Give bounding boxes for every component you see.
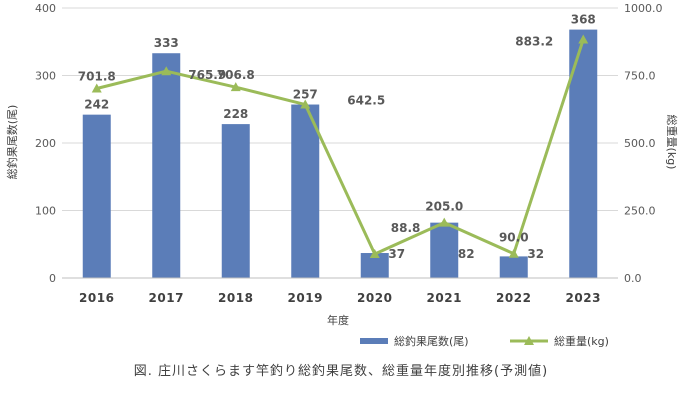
- bar: [152, 53, 181, 278]
- line-point: [578, 34, 589, 44]
- bar-data-label: 242: [84, 98, 109, 112]
- bar-data-label: 333: [154, 36, 179, 50]
- x-tick-label: 2022: [496, 291, 531, 305]
- line-data-label: 88.8: [391, 221, 421, 235]
- y-left-tick-label: 100: [35, 205, 56, 218]
- line-data-label: 90.0: [499, 231, 529, 245]
- line-data-label: 205.0: [425, 200, 463, 214]
- x-tick-label: 2020: [357, 291, 392, 305]
- y-axis-right-title: 総重量(kg): [665, 115, 679, 170]
- x-tick-label: 2019: [288, 291, 323, 305]
- line-point: [161, 66, 172, 76]
- x-tick-label: 2018: [218, 291, 253, 305]
- line-data-label: 701.8: [78, 70, 116, 84]
- line-series: [91, 34, 589, 259]
- x-tick-label: 2021: [427, 291, 462, 305]
- line-point: [300, 99, 311, 109]
- line-point: [91, 83, 102, 93]
- y-left-tick-label: 400: [35, 2, 56, 15]
- x-axis-title: 年度: [327, 313, 349, 327]
- y-left-tick-label: 0: [49, 272, 56, 285]
- line-data-label: 883.2: [515, 35, 553, 49]
- line-point: [230, 82, 241, 92]
- x-tick-label: 2023: [566, 291, 601, 305]
- legend-marker-line: [524, 336, 534, 345]
- bar: [82, 114, 111, 279]
- bar-data-label: 228: [223, 107, 248, 121]
- line-point: [439, 217, 450, 227]
- line-point: [369, 249, 380, 259]
- y-right-tick-label: 0.0: [624, 272, 642, 285]
- line-data-label: 706.8: [217, 68, 255, 82]
- axes: 0 100 200 300 400 0.0 250.0 500.0 750.0 1000.0 201…: [35, 2, 663, 305]
- legend-label-bar: 総釣果尾数(尾): [394, 334, 469, 348]
- bar-series: [82, 29, 598, 279]
- y-axis-left-title: 総釣果尾数(尾): [5, 105, 19, 180]
- bar: [430, 222, 459, 278]
- legend-label-line: 総重量(kg): [554, 334, 609, 348]
- bar-data-label: 32: [527, 247, 544, 261]
- line-data-label: 765.9: [188, 68, 226, 82]
- bar-data-label: 37: [388, 247, 405, 261]
- legend-swatch-bar: [360, 338, 388, 344]
- y-left-tick-label: 300: [35, 70, 56, 83]
- y-right-tick-label: 250.0: [624, 205, 656, 218]
- x-tick-label: 2017: [149, 291, 184, 305]
- figure-caption: 図. 庄川さくらます竿釣り総釣果尾数、総重量年度別推移(予測値): [133, 364, 549, 379]
- y-right-tick-label: 500.0: [624, 137, 656, 150]
- y-right-tick-label: 750.0: [624, 70, 656, 83]
- line-path: [96, 39, 585, 256]
- bar-data-label: 368: [571, 13, 596, 27]
- bar: [291, 104, 320, 279]
- y-right-tick-label: 1000.0: [624, 2, 663, 15]
- legend: 総釣果尾数(尾) 総重量(kg): [360, 334, 609, 348]
- bar: [499, 256, 528, 278]
- y-left-tick-label: 200: [35, 137, 56, 150]
- bar: [221, 124, 250, 278]
- line-point: [508, 248, 519, 258]
- bar-data-label: 257: [293, 88, 318, 102]
- x-tick-label: 2016: [79, 291, 114, 305]
- line-data-label: 642.5: [347, 94, 385, 108]
- bar-data-label: 82: [458, 247, 475, 261]
